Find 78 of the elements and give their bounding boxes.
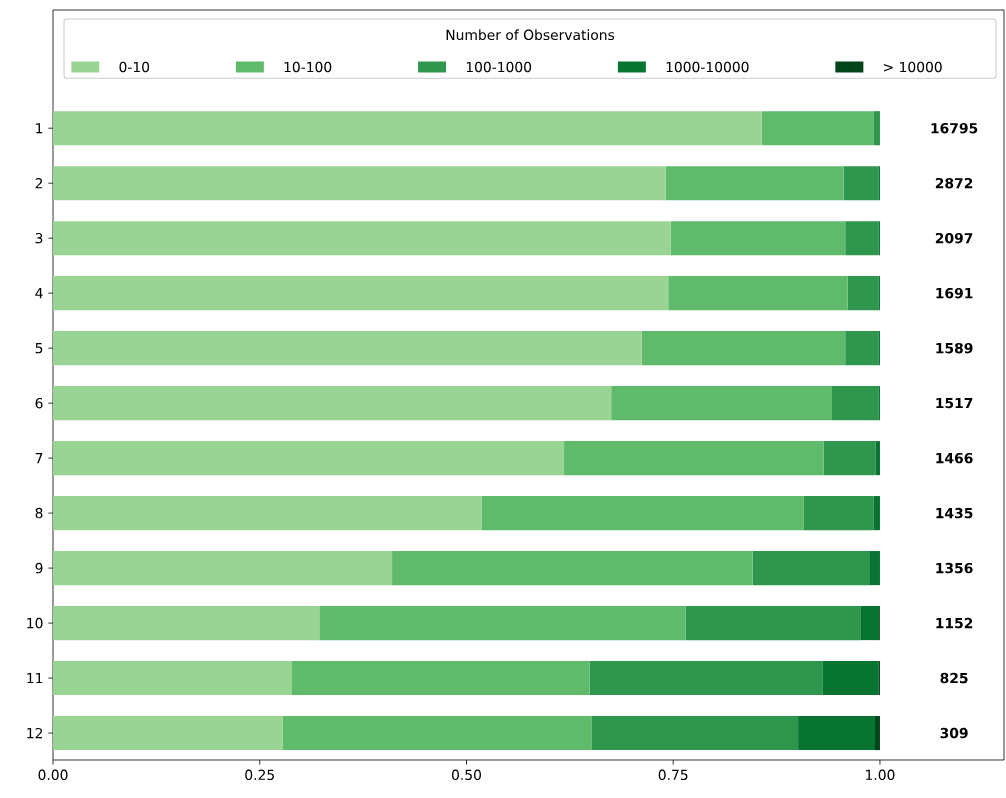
legend-label: > 10000: [884, 61, 942, 73]
bar: [53, 386, 612, 421]
bar: [282, 716, 592, 751]
annotation: 309: [940, 727, 968, 739]
bar: [392, 551, 753, 586]
annotation: 1356: [936, 562, 973, 574]
legend-label: 0-10: [119, 61, 150, 73]
annotation: 1435: [936, 507, 973, 519]
legend-title: Number of Observations: [446, 29, 615, 41]
legend-label: 1000-10000: [666, 61, 749, 73]
bar: [292, 661, 590, 696]
bar: [685, 606, 861, 641]
bar: [589, 661, 823, 696]
bar: [845, 221, 879, 256]
bar: [798, 716, 875, 751]
annotation: 2097: [935, 232, 973, 244]
annotation: 1589: [936, 342, 973, 354]
bar: [668, 276, 848, 311]
bar: [875, 441, 880, 476]
x-tick-label: 0.00: [38, 769, 68, 781]
bar: [53, 606, 320, 641]
bar: [53, 221, 671, 256]
legend-label: 10-100: [284, 61, 332, 73]
x-tick-label: 0.25: [245, 769, 274, 781]
bar: [319, 606, 686, 641]
bar: [845, 331, 879, 366]
bar: [53, 551, 393, 586]
bar: [53, 331, 642, 366]
y-tick-label: 10: [27, 617, 43, 629]
bar: [832, 386, 879, 421]
y-tick-label: 6: [35, 397, 43, 409]
y-tick-label: 4: [35, 288, 43, 299]
annotation: 1691: [936, 287, 973, 299]
bar: [53, 166, 666, 201]
annotation: 1466: [936, 452, 973, 464]
y-tick-label: 7: [35, 453, 43, 464]
bar: [752, 551, 870, 586]
y-tick-label: 11: [27, 673, 43, 684]
bar: [823, 441, 876, 476]
bar: [665, 166, 844, 201]
y-tick-label: 3: [35, 232, 43, 244]
bar: [53, 276, 669, 311]
y-tick-label: 12: [27, 727, 43, 739]
bar: [847, 276, 879, 311]
bar: [53, 716, 283, 751]
bar: [822, 661, 879, 696]
bar: [873, 111, 880, 146]
annotation: 1152: [936, 617, 973, 629]
y-tick-label: 5: [35, 343, 43, 354]
bar: [761, 111, 874, 146]
annotation: 825: [940, 672, 968, 684]
bar: [860, 606, 880, 641]
annotation: 2872: [935, 177, 973, 189]
y-tick-label: 2: [35, 178, 43, 189]
y-tick-label: 1: [36, 123, 43, 134]
bar: [481, 496, 804, 531]
bar: [843, 166, 879, 201]
bar: [564, 441, 824, 476]
x-tick-label: 1.00: [866, 769, 895, 781]
bar: [591, 716, 799, 751]
bar: [875, 716, 880, 751]
bar: [53, 111, 762, 146]
bar: [53, 496, 482, 531]
annotation: 16795: [931, 122, 978, 134]
y-tick-label: 8: [35, 507, 43, 519]
bar: [873, 496, 880, 531]
y-tick-label: 9: [35, 562, 43, 574]
legend-label: 100-1000: [466, 61, 532, 73]
bar: [53, 441, 565, 476]
annotation: 1517: [936, 398, 973, 409]
bar: [869, 551, 880, 586]
bar: [803, 496, 874, 531]
bar: [670, 221, 846, 256]
bar: [641, 331, 846, 366]
bar: [53, 661, 292, 696]
x-tick-label: 0.75: [658, 769, 688, 781]
bar: [611, 386, 832, 421]
x-tick-label: 0.50: [451, 769, 481, 781]
